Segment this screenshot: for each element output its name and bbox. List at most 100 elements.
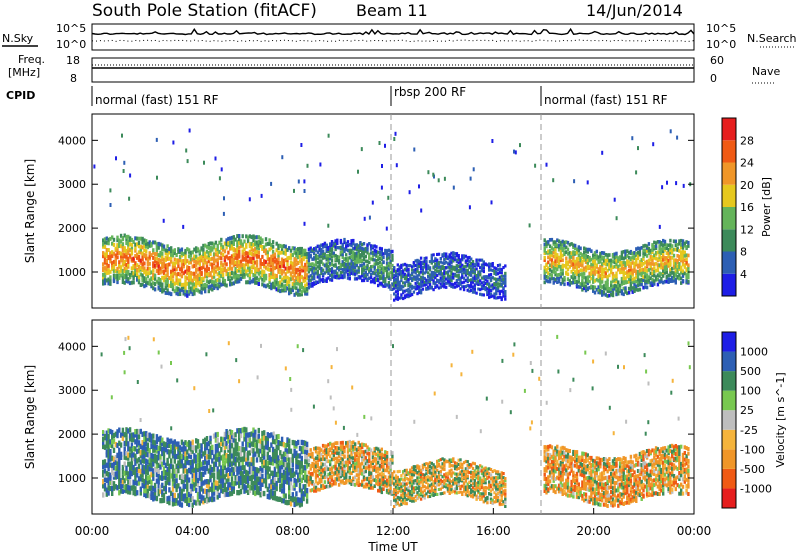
echo-cell xyxy=(667,264,670,268)
echo-cell xyxy=(563,276,566,280)
echo-cell xyxy=(225,254,228,259)
echo-cell xyxy=(471,290,475,294)
echo-cell xyxy=(159,258,162,263)
echo-cell xyxy=(271,257,275,262)
echo-cell xyxy=(170,246,173,251)
echo-cell xyxy=(180,463,184,469)
echo-cell xyxy=(504,292,507,296)
echo-cell xyxy=(307,480,311,485)
echo-cell xyxy=(577,285,580,289)
echo-cell xyxy=(291,246,294,251)
echo-cell xyxy=(221,454,225,460)
echo-cell xyxy=(166,265,169,270)
echo-cell xyxy=(234,461,237,467)
echo-cell xyxy=(410,286,414,290)
echo-cell xyxy=(676,135,679,140)
echo-cell xyxy=(665,246,668,251)
echo-cell xyxy=(134,453,137,459)
echo-cell xyxy=(577,277,580,281)
echo-cell xyxy=(504,274,507,278)
echo-cell xyxy=(601,267,604,271)
echo-cell xyxy=(118,452,121,458)
echo-cell xyxy=(566,262,570,267)
echo-cell xyxy=(368,255,371,260)
echo-cell xyxy=(204,469,207,475)
echo-cell xyxy=(676,254,679,258)
echo-cell xyxy=(325,277,328,281)
echo-cell xyxy=(232,488,235,494)
echo-cell xyxy=(123,484,126,490)
echo-cell xyxy=(184,468,187,474)
echo-cell xyxy=(685,257,688,261)
echo-cell xyxy=(284,478,287,484)
echo-cell xyxy=(107,254,110,259)
echo-cell xyxy=(622,260,625,265)
echo-cell xyxy=(212,433,216,439)
echo-cell xyxy=(230,437,234,443)
echo-cell xyxy=(627,255,631,260)
echo-cell xyxy=(232,242,235,246)
echo-cell xyxy=(624,249,627,254)
echo-cell xyxy=(361,249,364,254)
echo-cell xyxy=(223,454,227,461)
echo-cell xyxy=(180,488,184,494)
echo-cell xyxy=(141,453,144,460)
echo-cell xyxy=(452,256,455,260)
echo-cell xyxy=(127,277,130,282)
echo-cell xyxy=(216,277,219,282)
echo-cell xyxy=(592,280,595,284)
echo-cell xyxy=(382,260,385,264)
echo-cell xyxy=(559,265,563,269)
echo-cell xyxy=(123,487,126,493)
echo-cell xyxy=(658,240,661,244)
echo-cell xyxy=(227,433,230,439)
echo-cell xyxy=(407,287,410,291)
echo-cell xyxy=(202,283,205,288)
echo-cell xyxy=(125,241,128,246)
echo-cell xyxy=(268,257,271,262)
echo-cell xyxy=(394,283,398,287)
echo-cell xyxy=(443,275,446,279)
echo-cell xyxy=(305,474,309,481)
echo-cell xyxy=(552,240,555,244)
echo-cell xyxy=(107,270,110,275)
echo-cell xyxy=(128,489,132,495)
echo-cell xyxy=(216,485,219,492)
echo-cell xyxy=(130,442,134,448)
echo-cell xyxy=(118,459,121,466)
echo-cell xyxy=(321,443,325,448)
echo-cell xyxy=(382,268,385,273)
echo-cell xyxy=(178,491,182,498)
echo-cell xyxy=(252,441,255,448)
echo-cell xyxy=(298,259,302,264)
echo-cell xyxy=(246,268,250,272)
echo-cell xyxy=(243,267,246,272)
echo-cell xyxy=(313,469,316,474)
echo-cell xyxy=(298,254,302,259)
echo-cell xyxy=(671,271,674,275)
echo-cell xyxy=(667,280,670,284)
echo-cell xyxy=(468,205,471,210)
echo-cell xyxy=(407,272,410,276)
echo-cell xyxy=(248,487,252,494)
echo-cell xyxy=(279,460,282,466)
echo-cell xyxy=(602,274,606,279)
echo-cell xyxy=(453,285,457,289)
echo-cell xyxy=(687,275,690,280)
echo-cell xyxy=(289,290,293,295)
echo-cell xyxy=(366,267,369,271)
echo-cell xyxy=(279,450,282,456)
echo-cell xyxy=(660,263,663,267)
echo-cell xyxy=(291,275,294,280)
echo-cell xyxy=(601,262,604,266)
echo-cell xyxy=(150,472,153,478)
echo-cell xyxy=(345,241,348,246)
echo-cell xyxy=(377,277,380,281)
echo-cell xyxy=(323,480,327,484)
echo-cell xyxy=(329,242,332,246)
echo-cell xyxy=(232,433,235,439)
echo-cell xyxy=(470,273,473,277)
echo-cell xyxy=(334,456,337,461)
echo-cell xyxy=(145,451,148,457)
echo-cell xyxy=(187,285,191,290)
